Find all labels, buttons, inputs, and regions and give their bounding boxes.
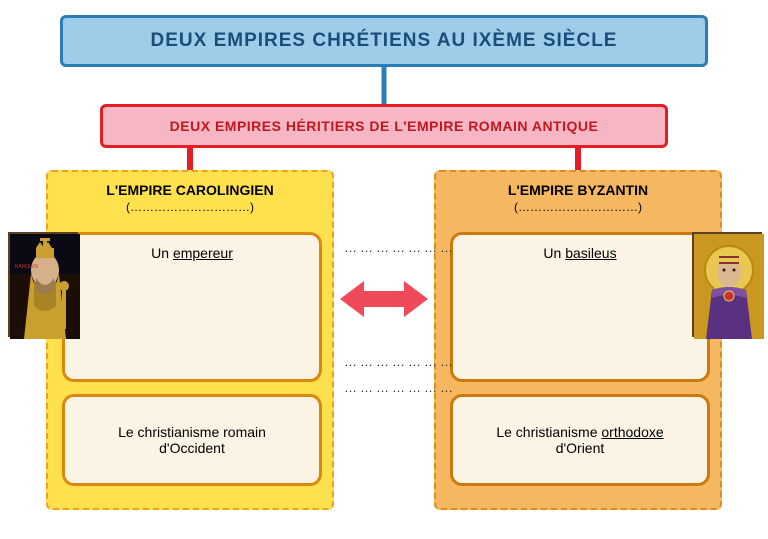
- dots-top: …………………: [344, 240, 456, 255]
- dots-mid: …………………: [344, 354, 456, 369]
- right-box-ruler: Un basileus: [450, 232, 710, 382]
- subtitle-text: DEUX EMPIRES HÉRITIERS DE L'EMPIRE ROMAI…: [170, 118, 599, 134]
- portrait-charlemagne: KAROLVS: [8, 232, 78, 337]
- right-box-religion: Le christianisme orthodoxe d'Orient: [450, 394, 710, 486]
- right-box2-before: Le christianisme: [496, 424, 597, 440]
- main-title-text: DEUX EMPIRES CHRÉTIENS AU IXÈME SIÈCLE: [151, 30, 618, 52]
- left-panel: L'EMPIRE CAROLINGIEN (…………………………) Un emp…: [46, 170, 334, 510]
- left-box-ruler: Un empereur: [62, 232, 322, 382]
- subtitle: DEUX EMPIRES HÉRITIERS DE L'EMPIRE ROMAI…: [100, 104, 668, 148]
- left-box-religion: Le christianisme romain d'Occident: [62, 394, 322, 486]
- right-panel-title: L'EMPIRE BYZANTIN: [436, 172, 720, 198]
- left-box2-text: Le christianisme romain: [118, 424, 266, 440]
- left-box1-under: empereur: [173, 245, 233, 261]
- right-box1-text: Un: [543, 245, 561, 261]
- svg-text:KAROLVS: KAROLVS: [15, 264, 39, 270]
- double-arrow-icon: [340, 276, 428, 322]
- main-title: DEUX EMPIRES CHRÉTIENS AU IXÈME SIÈCLE: [60, 15, 708, 67]
- left-panel-title: L'EMPIRE CAROLINGIEN: [48, 172, 332, 198]
- dots-bot: …………………: [344, 380, 456, 395]
- right-box2-line2: d'Orient: [556, 440, 605, 456]
- right-box1-under: basileus: [565, 245, 616, 261]
- left-box1-text: Un: [151, 245, 169, 261]
- right-panel-blank: (…………………………): [436, 200, 720, 214]
- left-panel-blank: (…………………………): [48, 200, 332, 214]
- left-box2-line2: d'Occident: [159, 440, 225, 456]
- portrait-justinian: [692, 232, 762, 337]
- right-box2-under: orthodoxe: [601, 424, 663, 440]
- right-panel: L'EMPIRE BYZANTIN (…………………………) Un basile…: [434, 170, 722, 510]
